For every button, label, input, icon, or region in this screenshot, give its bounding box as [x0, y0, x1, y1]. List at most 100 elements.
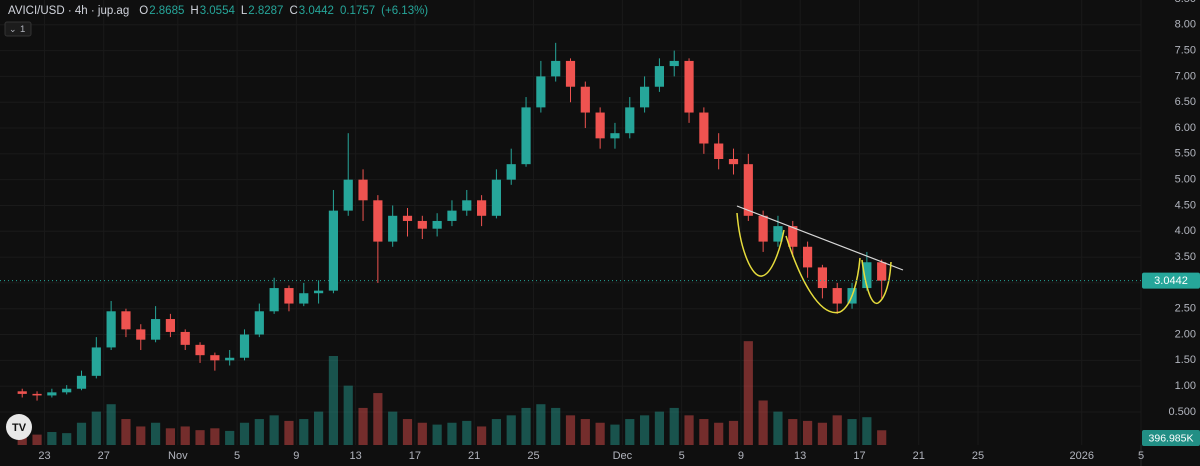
last-price-box: [1142, 272, 1200, 289]
volume-bar: [165, 428, 176, 445]
x-tick-label: 27: [98, 450, 110, 462]
y-tick-label: 2.00: [1175, 328, 1196, 340]
volume-bar: [299, 419, 309, 445]
volume-bar: [802, 420, 813, 445]
volume-bar: [328, 356, 339, 445]
candle-body: [225, 357, 235, 361]
candle-body: [551, 60, 561, 77]
volume-bar: [239, 422, 250, 445]
volume-bar: [388, 411, 398, 445]
volume-bar: [565, 415, 576, 445]
symbol: AVICI/USD · 4h · jup.ag: [8, 5, 129, 17]
candle-body: [595, 112, 605, 139]
volume-bar: [91, 411, 101, 445]
header: AVICI/USD · 4h · jup.ag O 2.8685 H 3.0554 L 2…: [8, 5, 428, 17]
candle-body: [91, 347, 101, 376]
x-tick-label: 5: [679, 450, 685, 462]
candle-body: [358, 179, 368, 201]
candle-body: [313, 290, 324, 294]
candle-body: [536, 76, 546, 108]
x-tick-label: 23: [38, 450, 50, 462]
volume-bar: [254, 419, 264, 445]
volume-bar: [625, 419, 635, 445]
volume-bar: [373, 393, 383, 445]
volume-bar: [447, 422, 457, 445]
volume-bar: [595, 422, 605, 445]
indicator-toggle[interactable]: [4, 21, 32, 37]
ohlc-value: 2.8287: [248, 5, 283, 17]
volume-bar: [136, 426, 146, 445]
y-tick-label: 8.50: [1175, 0, 1196, 5]
candle-body: [491, 179, 502, 216]
volume-bar: [417, 422, 427, 445]
candle-body: [299, 293, 309, 304]
candle-body: [862, 262, 872, 289]
volume-bar: [551, 407, 561, 445]
ohlc-value: 3.0554: [200, 5, 236, 17]
tv-logo: TV: [6, 414, 32, 440]
candle-body: [284, 288, 294, 304]
ohlc-value: 3.0442: [299, 5, 334, 17]
volume-bar: [432, 424, 442, 445]
volume-bar: [654, 411, 665, 445]
candle-body: [462, 200, 472, 211]
y-tick-label: 5.00: [1175, 174, 1196, 186]
x-tick-label: 25: [527, 450, 539, 462]
cup-curve: [736, 212, 785, 277]
candle-body: [150, 319, 161, 340]
candle-body: [728, 159, 739, 165]
y-tick-label: 0.500: [1168, 406, 1196, 418]
y-tick-label: 4.00: [1175, 225, 1196, 237]
candle-body: [432, 220, 442, 229]
x-tick-label: Nov: [168, 450, 188, 462]
last-volume-box: [1142, 430, 1200, 446]
indicator-count: 1: [20, 24, 25, 35]
candle-body: [610, 133, 620, 139]
ohlc-key: O: [139, 5, 148, 17]
y-tick-label: 1.00: [1175, 380, 1196, 392]
volume-bar: [728, 420, 739, 445]
candle-body: [121, 311, 131, 330]
chevron: ⌄: [9, 24, 17, 34]
candle-body: [447, 210, 457, 221]
y-tick-label: 6.00: [1175, 122, 1196, 134]
candle-body: [47, 392, 57, 396]
candle-body: [654, 66, 665, 87]
volume-bar: [358, 407, 368, 445]
volume-bar: [580, 419, 590, 445]
volume-bar: [610, 424, 620, 445]
volume-bar: [743, 341, 753, 445]
candle-body: [669, 60, 679, 67]
volume-bar: [195, 430, 205, 445]
volume-bar: [758, 400, 768, 445]
volume-bar: [847, 419, 857, 445]
candle-body: [817, 267, 828, 289]
trendline: [736, 205, 904, 271]
volume-bar: [521, 407, 531, 445]
ohlc-key: C: [289, 5, 297, 17]
candle-body: [328, 210, 339, 291]
volume-bar: [180, 426, 190, 445]
volume-layer: [17, 341, 887, 445]
y-tick-label: 3.50: [1175, 251, 1196, 263]
candle-body: [802, 246, 813, 268]
candle-body: [76, 375, 87, 389]
volume-bar: [877, 430, 887, 445]
x-tick-label: 21: [468, 450, 480, 462]
volume-bar: [536, 404, 546, 445]
change: 0.1757: [340, 5, 375, 17]
volume-bar: [669, 407, 679, 445]
x-tick-label: 17: [409, 450, 421, 462]
candle-body: [62, 388, 72, 393]
volume-bar: [832, 415, 842, 445]
candle-body: [343, 179, 353, 211]
candle-body: [788, 226, 798, 247]
candle-layer: [17, 42, 887, 401]
volume-bar: [714, 422, 724, 445]
candle-body: [684, 60, 694, 113]
candle-body: [165, 319, 176, 332]
candle-body: [758, 215, 768, 242]
volume-bar: [106, 404, 116, 445]
